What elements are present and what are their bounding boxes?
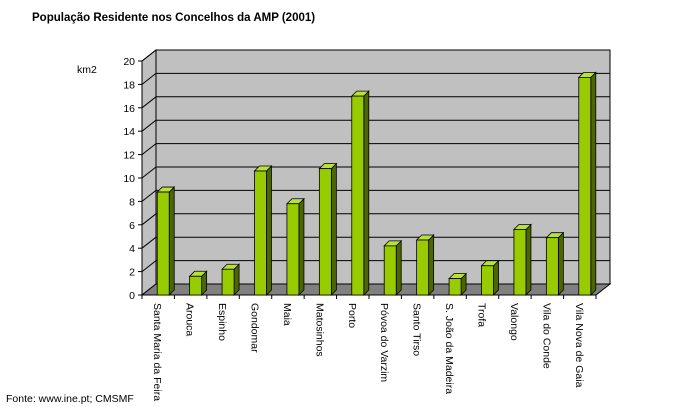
bar-side bbox=[363, 90, 370, 296]
y-tick-label: 8 bbox=[129, 196, 135, 208]
bar-side bbox=[428, 234, 435, 296]
bar bbox=[480, 259, 500, 296]
bar-front bbox=[416, 239, 430, 296]
category-label: Porto bbox=[346, 303, 358, 328]
category-label: Póvoa do Varzim bbox=[378, 303, 390, 382]
gridline-side bbox=[141, 73, 157, 85]
bar-front bbox=[286, 203, 300, 296]
bar-side bbox=[590, 71, 597, 296]
gridline-side bbox=[141, 49, 157, 62]
bar-front bbox=[351, 95, 365, 296]
source-note: Fonte: www.ine.pt; CMSMF bbox=[6, 393, 134, 405]
bar bbox=[253, 165, 273, 296]
bar-front bbox=[254, 170, 267, 296]
bar bbox=[221, 263, 241, 296]
category-label: Santa Maria da Feira bbox=[151, 303, 163, 401]
bar-front bbox=[383, 245, 397, 296]
category-label: Valongo bbox=[508, 303, 520, 341]
bar-side bbox=[168, 186, 175, 296]
gridline-side bbox=[141, 213, 157, 226]
y-tick-label: 10 bbox=[123, 173, 135, 185]
bar bbox=[318, 162, 338, 296]
category-label: Gondomar bbox=[249, 303, 261, 353]
gridline-side bbox=[141, 236, 157, 249]
category-label: Arouca bbox=[184, 303, 196, 336]
gridline-side bbox=[141, 166, 157, 179]
y-tick-label: 20 bbox=[123, 56, 135, 68]
bar-front bbox=[221, 268, 235, 296]
category-label: Vila Nova de Gaia bbox=[573, 303, 585, 388]
bar bbox=[383, 239, 403, 296]
bar-front bbox=[578, 76, 592, 296]
bar bbox=[577, 71, 597, 296]
category-label: Matosinhos bbox=[313, 303, 325, 357]
y-tick-label: 2 bbox=[129, 267, 135, 279]
bar bbox=[415, 234, 435, 296]
category-label: Vila do Conde bbox=[540, 303, 552, 369]
bar-side bbox=[557, 231, 564, 296]
y-axis-unit-label: km2 bbox=[77, 64, 97, 76]
bar bbox=[512, 223, 532, 296]
y-tick-label: 12 bbox=[123, 150, 135, 162]
y-tick-label: 18 bbox=[123, 79, 135, 91]
y-tick-label: 4 bbox=[129, 243, 135, 255]
category-label: Espinho bbox=[216, 303, 228, 341]
gridline-side bbox=[141, 119, 157, 132]
gridline-side bbox=[141, 96, 157, 109]
bar-front bbox=[318, 168, 332, 296]
bar bbox=[156, 186, 176, 296]
y-tick-label: 0 bbox=[129, 290, 135, 302]
y-tick-label: 14 bbox=[123, 126, 135, 138]
y-tick-label: 16 bbox=[123, 103, 135, 115]
category-label: Santo Tirso bbox=[411, 303, 423, 356]
bar bbox=[188, 270, 208, 296]
bar-side bbox=[395, 239, 402, 296]
bar-side bbox=[330, 162, 337, 296]
category-label: Trofa bbox=[476, 303, 488, 327]
chart-title: População Residente nos Concelhos da AMP… bbox=[32, 12, 316, 24]
gridline-side bbox=[141, 260, 157, 272]
bar-side bbox=[493, 259, 499, 296]
category-label: S. João da Madeira bbox=[443, 303, 455, 394]
gridline-side bbox=[141, 143, 157, 155]
bar-front bbox=[448, 278, 462, 296]
y-tick-label: 6 bbox=[129, 220, 135, 232]
bar-front bbox=[481, 265, 494, 296]
bar-front bbox=[189, 275, 203, 296]
bar bbox=[350, 90, 370, 296]
bar bbox=[285, 197, 305, 296]
category-label: Maia bbox=[281, 303, 293, 326]
bar-front bbox=[156, 191, 170, 296]
bar-side bbox=[266, 165, 272, 296]
bar bbox=[448, 272, 468, 296]
gridline-side bbox=[141, 190, 157, 202]
bar-side bbox=[298, 197, 305, 296]
bar-side bbox=[525, 223, 532, 296]
bar-front bbox=[545, 237, 559, 296]
bar bbox=[545, 231, 565, 296]
bar-front bbox=[513, 229, 527, 296]
floor bbox=[140, 283, 612, 296]
